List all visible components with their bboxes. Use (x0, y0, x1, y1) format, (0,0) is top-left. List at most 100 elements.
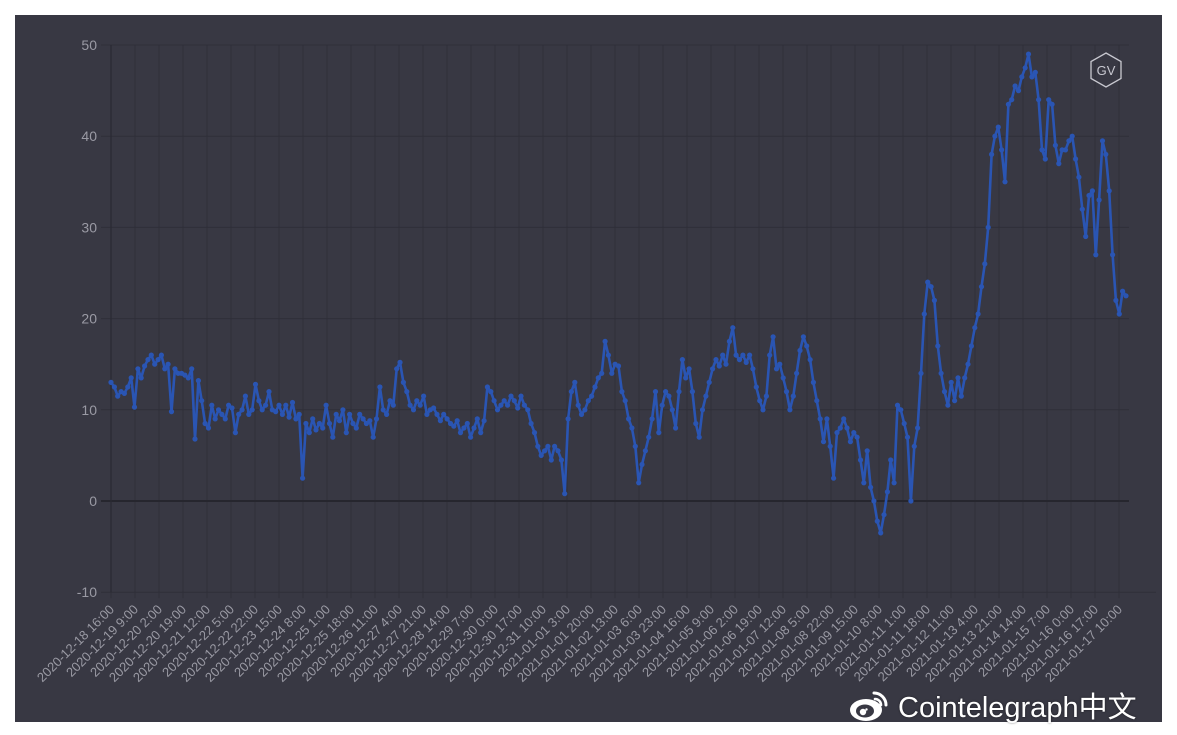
data-point (108, 379, 114, 385)
data-point (753, 384, 759, 390)
data-point (320, 425, 326, 431)
data-point (706, 379, 712, 385)
data-point (1005, 101, 1012, 107)
data-point (868, 484, 874, 490)
data-point (901, 420, 907, 427)
data-point (242, 393, 248, 399)
data-point (384, 411, 390, 417)
data-point (296, 411, 302, 417)
data-point (626, 416, 632, 422)
data-point (978, 284, 985, 290)
data-point (962, 375, 968, 381)
data-point (424, 411, 430, 417)
data-point (629, 425, 635, 431)
data-point (918, 370, 924, 376)
data-point (558, 457, 565, 463)
data-point (790, 393, 796, 399)
data-point (249, 407, 255, 413)
data-point (824, 416, 830, 422)
data-point (340, 407, 346, 413)
data-point (622, 398, 628, 404)
data-point (528, 420, 534, 427)
data-point (286, 414, 292, 420)
data-point (599, 370, 605, 376)
data-point (400, 379, 406, 385)
data-point (989, 151, 995, 157)
data-point (975, 311, 981, 317)
data-point (410, 407, 417, 413)
data-point (1015, 88, 1022, 94)
data-point (565, 416, 571, 422)
data-point (713, 357, 719, 363)
data-point (1103, 151, 1109, 157)
data-point (158, 352, 164, 358)
data-point (1062, 147, 1069, 153)
data-point (763, 393, 770, 399)
data-point (1042, 156, 1048, 162)
data-point (696, 434, 702, 440)
data-point (555, 448, 561, 454)
data-point (602, 338, 608, 344)
data-point (787, 407, 793, 413)
data-point (222, 416, 228, 422)
data-point (1123, 293, 1129, 299)
data-point (881, 512, 887, 518)
data-point (121, 390, 127, 396)
data-point (783, 389, 790, 395)
data-point (142, 363, 148, 369)
data-point (552, 443, 558, 449)
data-point (1120, 288, 1126, 294)
data-point (145, 357, 151, 363)
data-point (703, 393, 709, 399)
data-point (898, 407, 904, 413)
data-point (538, 452, 544, 458)
data-point (780, 375, 786, 381)
data-point (679, 357, 686, 363)
y-tick-label: -10 (77, 584, 97, 600)
data-point (854, 434, 860, 440)
data-point (148, 352, 154, 358)
data-point (871, 498, 877, 504)
data-point (273, 409, 279, 415)
data-point (770, 334, 776, 340)
data-point (545, 443, 551, 449)
data-point (1025, 51, 1032, 57)
data-point (884, 489, 891, 495)
data-point (716, 363, 722, 369)
data-point (266, 389, 272, 395)
data-point (810, 379, 817, 385)
data-point (683, 375, 689, 381)
data-point (841, 416, 847, 422)
data-point (367, 418, 373, 424)
data-point (575, 402, 581, 408)
data-point (710, 366, 716, 372)
data-point (669, 407, 675, 413)
data-point (911, 443, 917, 449)
data-point (293, 416, 299, 422)
data-point (168, 409, 175, 415)
data-point (347, 411, 353, 417)
data-point (747, 352, 753, 358)
data-point (1049, 101, 1055, 107)
data-point (743, 359, 749, 365)
data-point (115, 393, 121, 399)
data-point (1036, 97, 1042, 103)
data-point (434, 411, 440, 417)
data-point (323, 402, 329, 408)
data-point (921, 311, 927, 317)
data-point (585, 398, 591, 404)
y-tick-label: 0 (89, 493, 97, 509)
data-point (1002, 179, 1008, 185)
data-point (992, 133, 998, 139)
data-point (632, 443, 638, 449)
data-point (931, 297, 938, 303)
data-point (521, 402, 527, 408)
data-point (847, 439, 854, 445)
data-point (891, 480, 897, 486)
data-point (807, 357, 813, 363)
data-point (508, 393, 514, 399)
data-point (985, 224, 991, 230)
data-point (851, 430, 857, 436)
data-point (390, 402, 396, 408)
data-point (666, 393, 672, 399)
